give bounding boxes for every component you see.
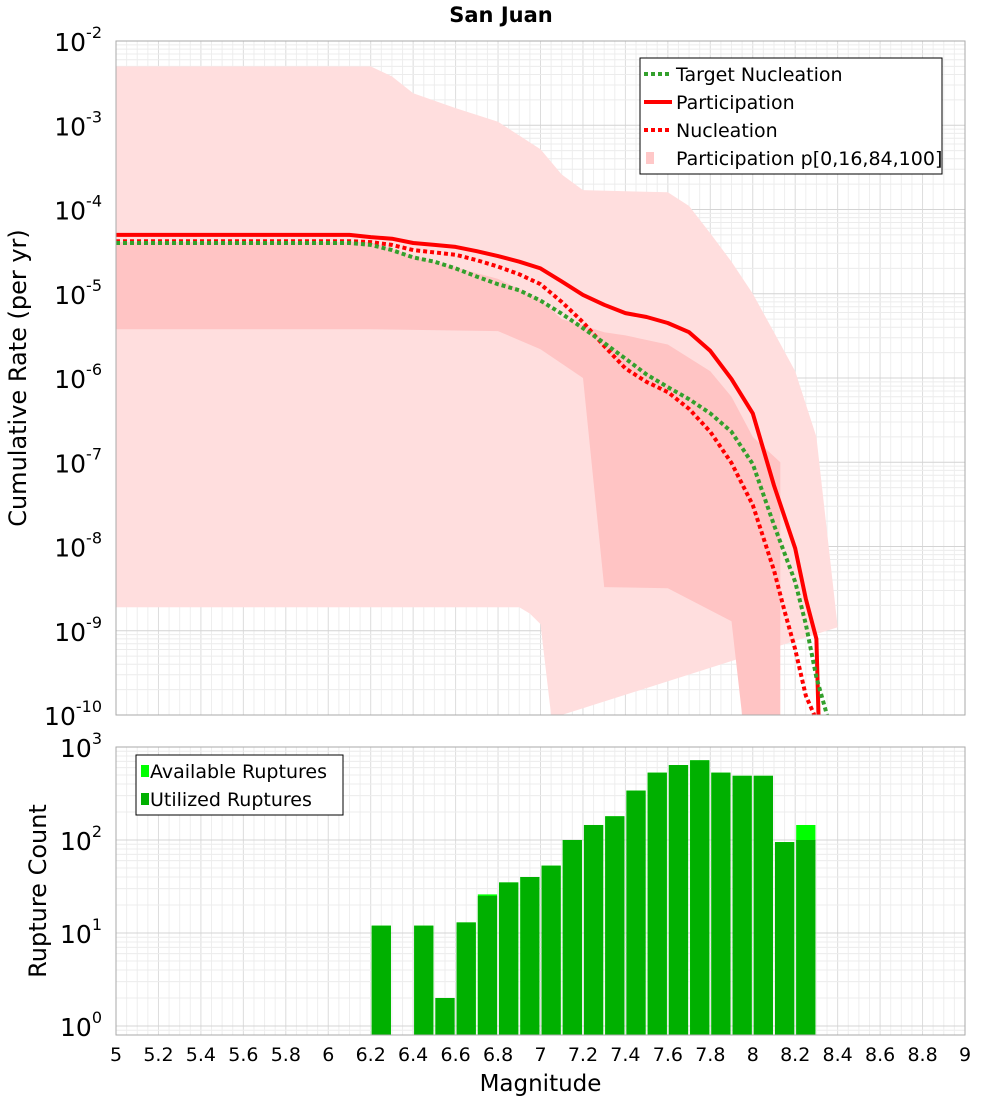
rate-y-tick-label: 10-5: [54, 276, 102, 310]
utilized-ruptures-bar: [647, 772, 667, 1035]
x-tick-label: 6.8: [483, 1044, 513, 1066]
utilized-ruptures-bar: [456, 922, 476, 1035]
count-y-tick-label: 101: [60, 915, 102, 949]
legend-swatch-bar: [141, 765, 149, 777]
x-tick-label: 5.4: [186, 1044, 216, 1066]
utilized-ruptures-bar: [690, 760, 710, 1035]
rate-y-tick-label: 10-10: [44, 697, 102, 731]
utilized-ruptures-bar: [499, 882, 519, 1035]
utilized-ruptures-bar: [711, 772, 731, 1035]
utilized-ruptures-bar: [774, 842, 795, 1035]
x-tick-label: 7.2: [568, 1044, 598, 1066]
x-tick-label: 6: [322, 1044, 334, 1066]
utilized-ruptures-bar: [753, 775, 773, 1035]
rate-legend-box: [639, 57, 943, 175]
rate-y-tick-label: 10-9: [54, 613, 102, 647]
count-legend-label: Utilized Ruptures: [150, 789, 312, 811]
participation-line: [116, 232, 821, 716]
utilized-ruptures-bar: [668, 765, 689, 1035]
utilized-ruptures-bar: [541, 865, 561, 1035]
utilized-ruptures-bar: [520, 877, 540, 1035]
x-tick-label: 7.6: [653, 1044, 683, 1066]
participation-band-inner: [116, 242, 781, 715]
rate-legend-label: Target Nucleation: [675, 64, 843, 86]
utilized-ruptures-bar: [796, 839, 816, 1035]
x-tick-label: 5.6: [228, 1044, 258, 1066]
count-legend-box: [135, 754, 344, 816]
x-tick-label: 8.2: [780, 1044, 810, 1066]
rate-plot: 10-10 10-9 10-8 10-7 10-6 10-5 10-4 10-3 10-2 Cum…: [4, 23, 966, 731]
rate-frame: [115, 40, 966, 716]
x-tick-label: 7.8: [695, 1044, 725, 1066]
legend-swatch-bar: [141, 793, 149, 805]
utilized-ruptures-bar: [371, 925, 391, 1035]
x-tick-label: 7: [534, 1044, 546, 1066]
rate-y-tick-label: 10-4: [54, 192, 102, 226]
count-y-tick-label: 102: [60, 822, 102, 856]
count-y-tick-label: 100: [60, 1008, 102, 1042]
rate-legend: Target Nucleation Participation Nucleation…: [639, 57, 943, 175]
x-tick-label: 6.6: [440, 1044, 470, 1066]
x-tick-label: 7.4: [610, 1044, 640, 1066]
rate-legend-label: Participation: [676, 92, 795, 114]
rate-y-tick-label: 10-8: [54, 529, 102, 563]
utilized-ruptures-bar: [435, 997, 455, 1035]
rate-legend-label: Nucleation: [676, 120, 778, 142]
count-frame: [115, 746, 966, 1036]
rate-y-tick-label: 10-6: [54, 360, 102, 394]
chart-title: San Juan: [449, 3, 552, 27]
utilized-ruptures-bar: [605, 816, 625, 1035]
x-tick-label: 5.2: [143, 1044, 173, 1066]
count-legend: Available Ruptures Utilized Ruptures: [135, 754, 344, 816]
x-tick-label: 8.4: [823, 1044, 853, 1066]
rate-y-tick-label: 10-3: [54, 107, 102, 141]
utilized-ruptures-bar: [732, 775, 752, 1035]
target-nucleation-line: [116, 241, 829, 716]
x-tick-label: 6.2: [356, 1044, 386, 1066]
x-tick-label: 8: [747, 1044, 759, 1066]
x-tick-label: 9: [959, 1044, 971, 1066]
x-tick-label: 6.4: [398, 1044, 428, 1066]
legend-swatch-band: [646, 152, 654, 164]
x-tick-label: 5.8: [271, 1044, 301, 1066]
utilized-ruptures-bar: [583, 824, 604, 1035]
count-legend-label: Available Ruptures: [150, 761, 327, 783]
utilized-ruptures-bar: [626, 790, 646, 1035]
rate-y-tick-label: 10-7: [54, 444, 102, 478]
rate-y-axis-label: Cumulative Rate (per yr): [4, 229, 32, 527]
rate-legend-label: Participation p[0,16,84,100]: [676, 148, 942, 170]
rate-y-tick-label: 10-2: [54, 23, 102, 57]
utilized-ruptures-bar: [562, 839, 582, 1035]
x-tick-label: 8.6: [865, 1044, 895, 1066]
x-tick-label: 8.8: [907, 1044, 937, 1066]
x-tick-label: 5: [110, 1044, 122, 1066]
x-axis-label: Magnitude: [480, 1071, 602, 1097]
count-y-axis-label: Rupture Count: [24, 804, 52, 978]
utilized-ruptures-bar: [477, 895, 498, 1035]
nucleation-line: [116, 239, 817, 716]
count-y-tick-label: 103: [60, 729, 102, 763]
utilized-ruptures-bar: [414, 925, 434, 1035]
